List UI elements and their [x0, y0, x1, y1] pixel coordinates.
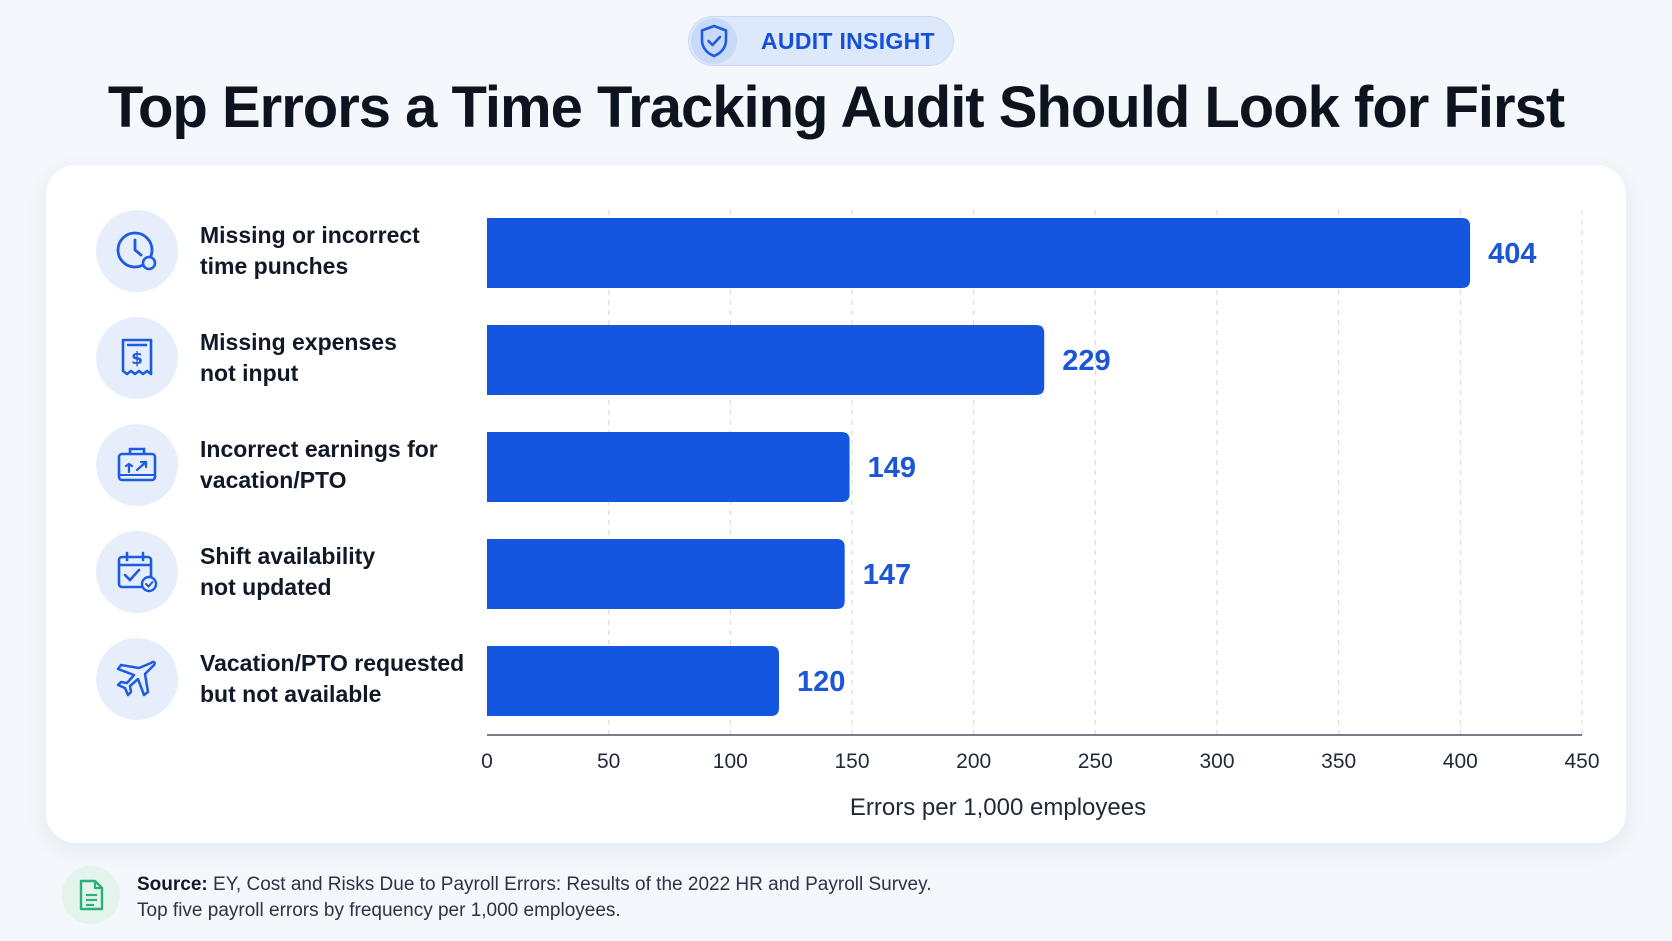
x-tick-label: 200 — [956, 750, 991, 773]
page-title: Top Errors a Time Tracking Audit Should … — [107, 75, 1565, 140]
bar-value-label: 149 — [868, 452, 916, 484]
airplane-icon — [96, 638, 178, 720]
bar-value-label: 229 — [1062, 345, 1110, 377]
category-row-2: $ Missing expenses not input — [96, 317, 470, 399]
x-tick-label: 350 — [1321, 750, 1356, 773]
bar — [487, 646, 779, 716]
category-label-line2: not input — [200, 360, 299, 386]
source-label: Source: — [137, 874, 208, 895]
bar — [487, 325, 1045, 395]
x-tick-label: 150 — [834, 750, 869, 773]
bar — [487, 432, 850, 502]
x-tick-label: 400 — [1443, 750, 1478, 773]
bar — [487, 539, 845, 609]
badge-label: AUDIT INSIGHT — [761, 27, 935, 54]
category-row-3: Incorrect earnings for vacation/PTO — [96, 424, 470, 506]
category-label-line1: Shift availability — [200, 543, 376, 569]
document-icon — [62, 866, 120, 924]
bar-value-label: 147 — [863, 559, 911, 591]
x-tick-label: 50 — [597, 750, 620, 773]
x-axis-title: Errors per 1,000 employees — [850, 794, 1146, 821]
category-row-5: Vacation/PTO requested but not available — [96, 638, 470, 720]
x-tick-label: 250 — [1078, 750, 1113, 773]
x-tick-label: 450 — [1564, 750, 1599, 773]
x-tick-label: 100 — [713, 750, 748, 773]
x-tick-labels: 0 50 100 150 200 250 300 350 400 450 — [481, 750, 1599, 773]
category-row-4: Shift availability not updated — [96, 531, 470, 613]
bars — [487, 218, 1471, 716]
x-tick-label: 0 — [481, 750, 493, 773]
category-row-1: Missing or incorrect time punches — [96, 210, 470, 292]
category-label-line1: Missing or incorrect — [200, 222, 420, 248]
shield-check-icon — [691, 18, 737, 64]
value-labels: 404 229 149 147 120 — [797, 238, 1536, 698]
source-description: Top five payroll errors by frequency per… — [137, 900, 621, 921]
category-label-line1: Vacation/PTO requested — [200, 650, 465, 676]
source-note: Source: EY, Cost and Risks Due to Payrol… — [137, 872, 931, 924]
bar-value-label: 404 — [1488, 238, 1536, 270]
x-tick-label: 300 — [1199, 750, 1234, 773]
bar-value-label: 120 — [797, 666, 845, 698]
category-label-line2: but not available — [200, 681, 382, 707]
calendar-check-icon — [96, 531, 178, 613]
svg-text:$: $ — [131, 349, 143, 369]
category-label-line2: vacation/PTO — [200, 467, 347, 493]
clock-icon — [96, 210, 178, 292]
bar — [487, 218, 1471, 288]
audit-insight-badge: AUDIT INSIGHT — [688, 16, 954, 66]
source-citation: EY, Cost and Risks Due to Payroll Errors… — [213, 874, 932, 895]
travel-bag-icon — [96, 424, 178, 506]
category-label-line1: Incorrect earnings for — [200, 436, 438, 462]
category-label-line1: Missing expenses — [200, 329, 397, 355]
receipt-dollar-icon: $ — [96, 317, 178, 399]
category-label-line2: time punches — [200, 253, 349, 279]
category-label-line2: not updated — [200, 574, 332, 600]
